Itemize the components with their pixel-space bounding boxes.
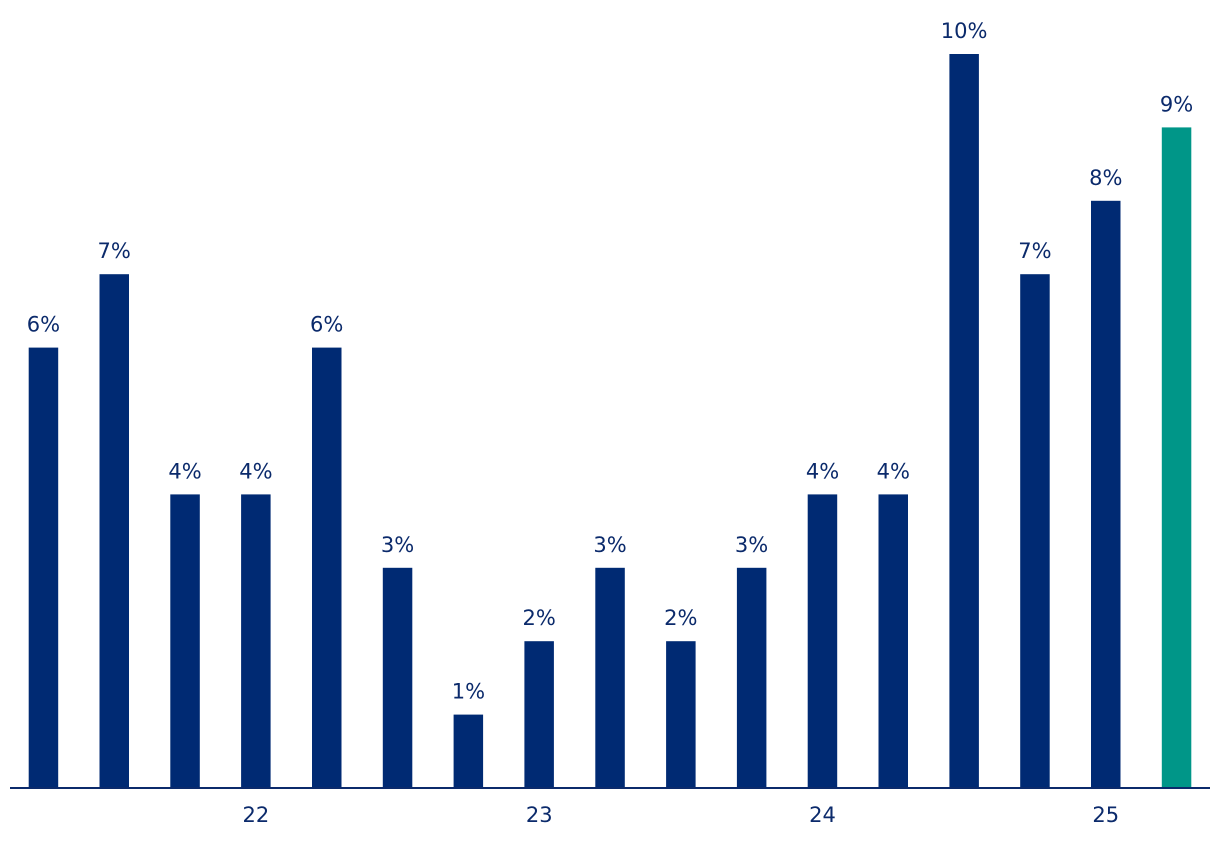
bar-value-label-7: 2% (523, 606, 556, 630)
bar-value-label-13: 10% (941, 19, 988, 43)
bar-value-label-12: 4% (877, 459, 910, 483)
bar-labels-group: 6% 7% 4% 4% 6% 3% 1% 2% 3% 2% 3% 4% 4% 10% 7% 8% 9% (27, 19, 1194, 704)
bar-16 (1161, 127, 1192, 788)
bar-15 (1091, 200, 1121, 789)
x-tick-label-24: 24 (809, 803, 836, 827)
bar-value-label-14: 7% (1018, 239, 1051, 263)
x-tick-label-23: 23 (526, 803, 553, 827)
bar-value-label-15: 8% (1089, 166, 1122, 190)
bar-5 (382, 567, 413, 788)
bar-4 (312, 347, 342, 788)
bar-value-label-10: 3% (735, 533, 768, 557)
bar-value-label-0: 6% (27, 313, 60, 337)
bar-value-label-3: 4% (239, 459, 272, 483)
x-tick-label-22: 22 (243, 803, 270, 827)
x-tick-label-25: 25 (1092, 803, 1119, 827)
bar-7 (524, 641, 554, 788)
bar-1 (99, 274, 129, 788)
bar-0 (28, 347, 59, 788)
bar-8 (595, 567, 625, 788)
bar-value-label-4: 6% (310, 313, 343, 337)
bar-3 (241, 494, 271, 788)
bars-group (28, 54, 1192, 789)
bar-value-label-16: 9% (1160, 92, 1193, 116)
bar-value-label-2: 4% (168, 459, 201, 483)
bar-value-label-6: 1% (452, 680, 485, 704)
bar-value-label-11: 4% (806, 459, 839, 483)
bar-12 (878, 494, 908, 788)
bar-2 (170, 494, 200, 788)
bar-10 (736, 567, 767, 788)
bar-6 (453, 714, 484, 788)
x-tick-labels-group: 22 23 24 25 (243, 803, 1120, 827)
bar-value-label-8: 3% (593, 533, 626, 557)
bar-13 (949, 54, 979, 788)
bar-value-label-9: 2% (664, 606, 697, 630)
bar-9 (666, 641, 696, 788)
bar-value-label-5: 3% (381, 533, 414, 557)
bar-14 (1020, 274, 1050, 788)
bar-value-label-1: 7% (98, 239, 131, 263)
bar-11 (807, 494, 838, 788)
